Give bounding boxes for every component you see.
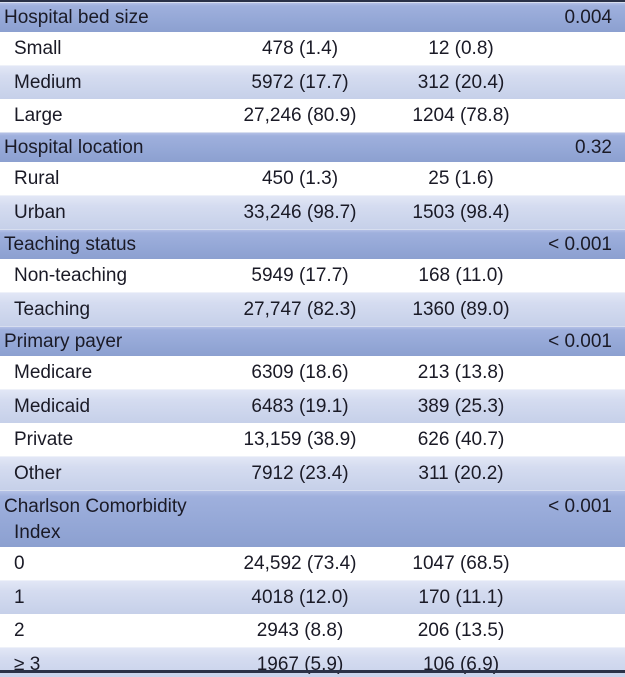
table-section: Teaching status < 0.001 Non-teaching 594… xyxy=(0,229,625,326)
table-row: Small 478 (1.4) 12 (0.8) xyxy=(0,32,625,65)
section-header: Teaching status < 0.001 xyxy=(0,229,625,259)
section-header: Charlson Comorbidity Index < 0.001 xyxy=(0,490,625,547)
row-value-1: 24,592 (73.4) xyxy=(243,552,357,574)
table-row: 1 4018 (12.0) 170 (11.1) xyxy=(0,580,625,614)
section-header: Hospital location 0.32 xyxy=(0,132,625,162)
table-row: Medium 5972 (17.7) 312 (20.4) xyxy=(0,65,625,99)
row-value-2: 1047 (68.5) xyxy=(412,552,510,574)
section-title: Hospital bed size xyxy=(4,5,149,31)
row-value-2: 213 (13.8) xyxy=(417,361,505,383)
row-value-1: 13,159 (38.9) xyxy=(243,428,357,450)
row-label: Medium xyxy=(14,71,82,93)
row-value-1: 450 (1.3) xyxy=(261,167,339,189)
p-value: < 0.001 xyxy=(548,496,612,517)
p-value: < 0.001 xyxy=(548,233,612,255)
row-label: ≥ 3 xyxy=(14,653,41,675)
row-label: Medicare xyxy=(14,361,93,383)
table-section: Hospital bed size 0.004 Small 478 (1.4) … xyxy=(0,2,625,132)
row-value-2: 12 (0.8) xyxy=(428,37,494,59)
row-label: Private xyxy=(14,428,74,450)
row-value-1: 4018 (12.0) xyxy=(251,586,349,608)
table-row: Teaching 27,747 (82.3) 1360 (89.0) xyxy=(0,292,625,326)
table-row: Urban 33,246 (98.7) 1503 (98.4) xyxy=(0,195,625,229)
section-title: Teaching status xyxy=(4,232,136,258)
row-value-2: 1503 (98.4) xyxy=(412,201,510,223)
row-label: 0 xyxy=(14,552,25,574)
row-label: Teaching xyxy=(14,298,91,320)
table-row: Non-teaching 5949 (17.7) 168 (11.0) xyxy=(0,259,625,292)
table-row: Rural 450 (1.3) 25 (1.6) xyxy=(0,162,625,195)
table-row: Large 27,246 (80.9) 1204 (78.8) xyxy=(0,99,625,132)
row-label: 1 xyxy=(14,586,25,608)
section-title-line1: Hospital location xyxy=(4,136,144,158)
row-value-1: 478 (1.4) xyxy=(261,37,339,59)
row-value-2: 25 (1.6) xyxy=(428,167,494,189)
section-header: Hospital bed size 0.004 xyxy=(0,2,625,32)
section-title-line1: Primary payer xyxy=(4,330,123,352)
row-value-2: 389 (25.3) xyxy=(417,395,505,417)
section-title-line1: Teaching status xyxy=(4,233,137,255)
row-label: 2 xyxy=(14,619,25,641)
row-value-2: 170 (11.1) xyxy=(418,586,504,608)
section-title: Primary payer xyxy=(4,329,122,355)
section-header: Primary payer < 0.001 xyxy=(0,326,625,356)
row-value-1: 7912 (23.4) xyxy=(251,462,349,484)
section-title-line2: Index xyxy=(14,522,61,543)
row-label: Non-teaching xyxy=(14,264,128,286)
row-label: Urban xyxy=(14,201,66,223)
table-section: Hospital location 0.32 Rural 450 (1.3) 2… xyxy=(0,132,625,229)
row-value-1: 1967 (5.9) xyxy=(256,653,344,675)
table-row: 0 24,592 (73.4) 1047 (68.5) xyxy=(0,547,625,580)
table-row: Medicare 6309 (18.6) 213 (13.8) xyxy=(0,356,625,389)
row-value-2: 168 (11.0) xyxy=(418,264,504,286)
row-value-1: 6483 (19.1) xyxy=(251,395,349,417)
row-label: Other xyxy=(14,462,62,484)
row-label: Rural xyxy=(14,167,60,189)
table-bottom-rule xyxy=(0,670,625,673)
row-value-2: 311 (20.2) xyxy=(418,462,504,484)
row-label: Small xyxy=(14,37,62,59)
row-value-1: 2943 (8.8) xyxy=(256,619,344,641)
table-row: Medicaid 6483 (19.1) 389 (25.3) xyxy=(0,389,625,423)
table-row: Other 7912 (23.4) 311 (20.2) xyxy=(0,456,625,490)
row-value-2: 206 (13.5) xyxy=(417,619,505,641)
row-value-1: 27,246 (80.9) xyxy=(243,104,357,126)
table-row: Private 13,159 (38.9) 626 (40.7) xyxy=(0,423,625,456)
p-value: < 0.001 xyxy=(548,330,612,352)
row-label: Large xyxy=(14,104,63,126)
row-value-2: 1360 (89.0) xyxy=(412,298,510,320)
row-value-2: 106 (6.9) xyxy=(422,653,500,675)
p-value: 0.32 xyxy=(575,136,612,158)
section-title: Charlson Comorbidity Index xyxy=(4,494,187,546)
row-value-2: 1204 (78.8) xyxy=(412,104,510,126)
row-value-1: 6309 (18.6) xyxy=(251,361,349,383)
row-value-1: 5949 (17.7) xyxy=(251,264,349,286)
table-section: Primary payer < 0.001 Medicare 6309 (18.… xyxy=(0,326,625,490)
row-label: Medicaid xyxy=(14,395,91,417)
section-title-line1: Hospital bed size xyxy=(4,6,149,28)
section-title: Hospital location xyxy=(4,135,143,161)
table-row: 2 2943 (8.8) 206 (13.5) xyxy=(0,614,625,647)
row-value-2: 312 (20.4) xyxy=(417,71,505,93)
section-title-line1: Charlson Comorbidity xyxy=(4,496,187,517)
table-section: Charlson Comorbidity Index < 0.001 0 24,… xyxy=(0,490,625,677)
row-value-2: 626 (40.7) xyxy=(417,428,505,450)
row-value-1: 27,747 (82.3) xyxy=(243,298,357,320)
row-value-1: 5972 (17.7) xyxy=(251,71,349,93)
row-value-1: 33,246 (98.7) xyxy=(243,201,357,223)
p-value: 0.004 xyxy=(564,6,612,28)
